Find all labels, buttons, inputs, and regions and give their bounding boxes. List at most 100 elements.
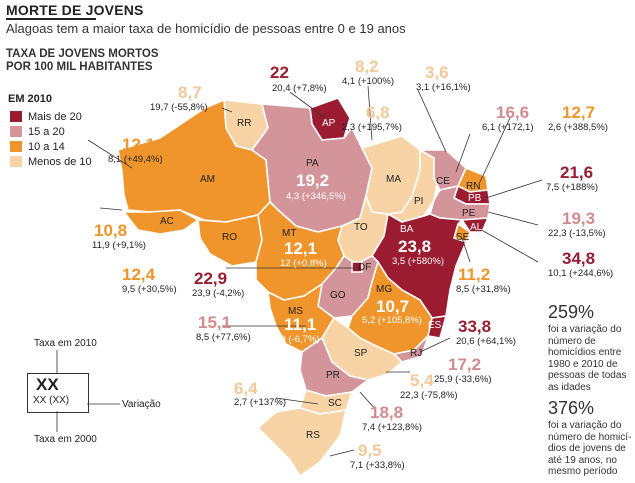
unit-line-1: TAXA DE JOVENS MORTOS xyxy=(6,48,159,60)
value-mt: 12,1 xyxy=(284,239,318,258)
code-rs: RS xyxy=(306,430,320,441)
value-pa: 19,2 xyxy=(296,171,330,190)
detail-df: 23,9 (-4,2%) xyxy=(192,288,245,299)
legend-label: Menos de 10 xyxy=(28,155,92,168)
state-df xyxy=(351,261,363,273)
code-df: DF xyxy=(358,262,372,273)
legend-label: 15 a 20 xyxy=(28,125,65,138)
value-rn: 12,7 xyxy=(562,103,596,122)
detail-go: 8,5 (+77,6%) xyxy=(196,332,251,343)
code-ap: AP xyxy=(322,118,336,129)
value-rs: 9,5 xyxy=(358,441,382,460)
unit-label: TAXA DE JOVENS MORTOS POR 100 MIL HABITA… xyxy=(6,48,159,74)
subtitle: Alagoas tem a maior taxa de homicídio de… xyxy=(6,21,406,36)
legend-swatch xyxy=(10,156,22,167)
value-go: 15,1 xyxy=(198,313,232,332)
stat-line: 1980 e 2010 de xyxy=(548,358,618,370)
detail-rn: 2,6 (+388,5%) xyxy=(548,122,608,133)
title-underline xyxy=(6,18,96,20)
key-main: XX xyxy=(36,375,59,394)
code-al: AL xyxy=(470,222,483,233)
detail-ap: 20,4 (+7,8%) xyxy=(272,83,327,94)
value-df: 22,9 xyxy=(194,269,228,288)
legend-label: Mais de 20 xyxy=(28,110,82,123)
value-to: 6,8 xyxy=(366,103,390,122)
detail-pr: 7,4 (+123,8%) xyxy=(362,422,422,433)
code-ba: BA xyxy=(400,224,414,235)
code-ce: CE xyxy=(436,176,450,187)
value-ms: 11,1 xyxy=(284,315,317,334)
detail-se: 8,5 (+31,8%) xyxy=(456,284,511,295)
leader-lines xyxy=(87,85,543,457)
stat-line: foi a variação do xyxy=(548,420,622,431)
value-mg: 10,7 xyxy=(376,297,410,316)
key-label-variation: Variação xyxy=(122,399,161,410)
detail-rr: 19,7 (-55,8%) xyxy=(150,102,208,113)
value-ap: 22 xyxy=(270,63,289,82)
code-ma: MA xyxy=(386,174,401,185)
code-rn: RN xyxy=(466,181,481,192)
code-go: GO xyxy=(330,290,346,301)
value-ro: 12,4 xyxy=(122,265,156,284)
detail-am: 8,1 (+49,4%) xyxy=(108,154,163,165)
legend-item-15-to-20: 15 a 20 xyxy=(10,125,65,138)
stat-youth-text: foi a variação do número de homicí- dios… xyxy=(548,420,631,478)
state-pr xyxy=(299,337,369,397)
code-sp: SP xyxy=(354,348,368,359)
detail-ce: 6,1 (+172,1) xyxy=(482,122,534,133)
value-se: 11,2 xyxy=(458,265,491,284)
value-pr: 18,8 xyxy=(370,403,404,422)
stat-youth-value: 376% xyxy=(548,398,595,418)
detail-to: 2,3 (+195,7%) xyxy=(342,122,402,133)
key-sub: XX (XX) xyxy=(33,395,70,406)
detail-ac: 11,9 (+9,1%) xyxy=(92,240,146,251)
key-box xyxy=(27,373,89,413)
unit-line-2: POR 100 MIL HABITANTES xyxy=(6,61,153,73)
state-es xyxy=(427,315,447,339)
value-ce: 16,6 xyxy=(496,103,530,122)
stat-line: homicídios entre xyxy=(548,347,622,358)
detail-ba: 3,5 (+580%) xyxy=(392,256,445,267)
value-ba: 23,8 xyxy=(398,237,432,256)
value-es: 33,8 xyxy=(458,317,492,336)
stat-line: dios de jovens de xyxy=(548,443,626,454)
key-label-rate-2000: Taxa em 2000 xyxy=(34,434,97,445)
value-pb: 21,6 xyxy=(560,163,594,182)
detail-ma: 4,1 (+100%) xyxy=(342,76,395,87)
value-pe: 19,3 xyxy=(562,209,596,228)
page-title: MORTE DE JOVENS xyxy=(6,2,144,18)
stat-all-ages-value: 259% xyxy=(548,302,595,322)
value-ac: 10,8 xyxy=(94,221,128,240)
detail-mg: 5,2 (+105,8%) xyxy=(362,315,422,326)
code-mt: MT xyxy=(282,228,297,239)
detail-al: 10,1 (+244,6%) xyxy=(548,268,614,279)
code-se: SE xyxy=(456,232,470,243)
state-rs xyxy=(257,407,347,477)
detail-pi: 3,1 (+16,1%) xyxy=(416,82,471,93)
legend-item-more-than-20: Mais de 20 xyxy=(10,110,82,123)
key-label-rate-2010: Taxa em 2010 xyxy=(34,338,97,349)
code-pe: PE xyxy=(462,208,476,219)
detail-ro: 9,5 (+30,5%) xyxy=(122,284,177,295)
detail-rs: 7,1 (+33,8%) xyxy=(350,460,405,471)
legend-swatch xyxy=(10,126,22,137)
value-sc: 6,4 xyxy=(234,379,258,398)
detail-mt: 12 (+0,8%) xyxy=(280,258,327,269)
detail-pb: 7,5 (+188%) xyxy=(546,182,599,193)
legend-swatch xyxy=(10,141,22,152)
code-sc: SC xyxy=(328,398,342,409)
code-rr: RR xyxy=(237,118,252,129)
code-pb: PB xyxy=(468,193,482,204)
code-to: TO xyxy=(354,222,368,233)
code-rj: RJ xyxy=(410,348,423,359)
legend-item-10-to-14: 10 a 14 xyxy=(10,140,65,153)
legend-item-less-than-10: Menos de 10 xyxy=(10,155,92,168)
value-rj: 17,2 xyxy=(448,355,482,374)
stat-line: até 19 anos, no xyxy=(548,454,617,466)
code-pr: PR xyxy=(326,370,340,381)
stat-line: número de xyxy=(548,335,596,347)
stat-line: número de homicí- xyxy=(548,431,632,443)
code-ro: RO xyxy=(222,232,237,243)
code-pi: PI xyxy=(414,196,424,207)
